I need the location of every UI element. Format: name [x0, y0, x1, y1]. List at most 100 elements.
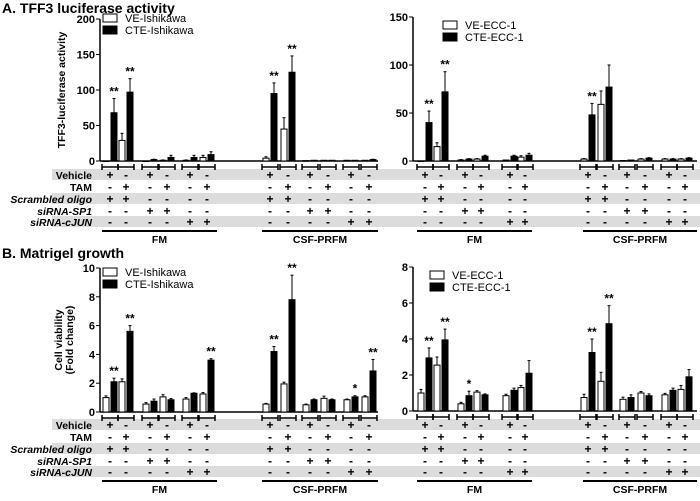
legend-swatch-ve: [429, 270, 445, 280]
bar-ve: [433, 364, 441, 412]
treatment-sign: -: [286, 204, 290, 218]
bar-ve: [597, 103, 605, 162]
treatment-sign: -: [188, 192, 192, 206]
y-tick-label: 150: [390, 12, 408, 24]
bar-ve: [361, 159, 369, 162]
treatment-sign: -: [326, 215, 330, 229]
treatment-sign: -: [188, 204, 192, 218]
treatment-sign: +: [421, 442, 428, 456]
treatment-sign: -: [286, 168, 290, 182]
treatment-sign: -: [625, 215, 629, 229]
treatment-sign: -: [286, 418, 290, 432]
treatment-sign: -: [286, 454, 290, 468]
treatment-sign: +: [681, 430, 688, 444]
treatment-sign: +: [641, 180, 648, 194]
treatment-sign: -: [508, 430, 512, 444]
y-tick-label: 4: [89, 349, 96, 361]
treatment-sign: +: [163, 454, 170, 468]
treatment-sign: -: [667, 442, 671, 456]
treatment-sign: +: [365, 180, 372, 194]
legend-label: CTE-Ishikawa: [125, 25, 194, 37]
legend-swatch-cte: [102, 279, 118, 289]
treatment-sign: +: [347, 215, 354, 229]
treatment-sign: -: [463, 215, 467, 229]
y-tick-label: 0: [402, 156, 408, 168]
bar-ve: [320, 159, 328, 162]
treatment-sign: +: [477, 180, 484, 194]
bar-cte: [328, 399, 336, 413]
treatment-sign: +: [203, 465, 210, 479]
row-band: [52, 169, 700, 180]
treatment-sign: -: [148, 192, 152, 206]
bar-ve: [677, 158, 685, 162]
treatment-sign: -: [423, 204, 427, 218]
treatment-sign: +: [461, 454, 468, 468]
bar-cte: [310, 159, 318, 162]
treatment-sign: -: [108, 204, 112, 218]
treatment-sign: -: [439, 418, 443, 432]
bar-ve: [597, 380, 605, 412]
bar-cte: [150, 400, 158, 413]
significance-mark: **: [424, 334, 434, 348]
significance-mark: *: [467, 377, 472, 391]
treatment-sign: +: [146, 418, 153, 432]
treatment-sign: -: [603, 215, 607, 229]
treatment-sign: +: [186, 215, 193, 229]
treatment-sign: -: [643, 215, 647, 229]
treatment-sign: -: [308, 430, 312, 444]
bar-cte: [441, 91, 449, 162]
treatment-sign: +: [461, 418, 468, 432]
legend-label: CTE-Ishikawa: [125, 279, 194, 291]
treatment-sign: -: [523, 168, 527, 182]
bar-ve: [580, 158, 588, 162]
y-tick-label: 6: [402, 298, 408, 310]
bar-ve: [118, 139, 126, 162]
treatment-sign: -: [683, 418, 687, 432]
bar-cte: [190, 392, 198, 413]
bar-cte: [525, 372, 533, 412]
treatment-sign: -: [479, 215, 483, 229]
treatment-sign: +: [306, 418, 313, 432]
bar-ve: [457, 403, 465, 412]
treatment-sign: -: [165, 418, 169, 432]
treatment-sign: -: [667, 454, 671, 468]
treatment-sign: -: [165, 442, 169, 456]
y-axis-label: (Fold change): [64, 306, 76, 375]
bar-ve: [417, 160, 425, 162]
panel-b-title: B. Matrigel growth: [2, 245, 125, 261]
treatment-sign: -: [523, 192, 527, 206]
bar-cte: [645, 395, 653, 412]
y-tick-label: 100: [77, 85, 95, 97]
bar-cte: [167, 399, 175, 413]
treatment-sign: -: [586, 465, 590, 479]
treatment-sign: -: [165, 192, 169, 206]
treatment-sign: -: [423, 454, 427, 468]
treatment-sign: +: [437, 442, 444, 456]
treatment-row-label: Scrambled oligo: [10, 444, 92, 456]
significance-mark: **: [125, 65, 135, 79]
bar-cte: [627, 159, 635, 162]
treatment-sign: +: [665, 465, 672, 479]
treatment-sign: -: [423, 465, 427, 479]
bar-cte: [510, 389, 518, 412]
treatment-sign: -: [124, 418, 128, 432]
treatment-sign: -: [148, 180, 152, 194]
bar-ve: [517, 156, 525, 162]
bar-cte: [425, 122, 433, 162]
treatment-sign: +: [641, 430, 648, 444]
row-band: [52, 216, 700, 227]
treatment-sign: -: [423, 430, 427, 444]
bar-cte: [605, 323, 613, 412]
treatment-sign: -: [188, 442, 192, 456]
treatment-sign: -: [463, 192, 467, 206]
treatment-sign: -: [308, 192, 312, 206]
treatment-sign: -: [603, 168, 607, 182]
bar-cte: [685, 376, 693, 412]
treatment-sign: -: [463, 465, 467, 479]
bar-cte: [369, 370, 377, 413]
treatment-sign: +: [324, 204, 331, 218]
treatment-sign: +: [584, 442, 591, 456]
treatment-sign: +: [477, 430, 484, 444]
bar-ve: [159, 396, 167, 413]
treatment-sign: +: [665, 418, 672, 432]
